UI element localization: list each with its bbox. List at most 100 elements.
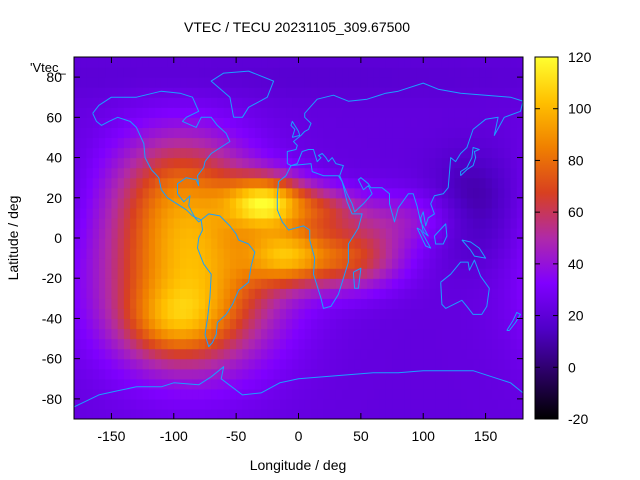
- heatmap-cell: [279, 398, 287, 410]
- heatmap-cell: [441, 308, 449, 320]
- heatmap-cell: [485, 238, 493, 249]
- heatmap-cell: [105, 147, 113, 159]
- heatmap-cell: [254, 217, 262, 229]
- heatmap-cell: [304, 127, 312, 139]
- heatmap-cell: [435, 318, 443, 330]
- heatmap-cell: [105, 278, 113, 289]
- heatmap-cell: [74, 258, 81, 269]
- heatmap-cell: [373, 278, 381, 289]
- heatmap-cell: [167, 107, 175, 118]
- heatmap-cell: [105, 348, 113, 360]
- heatmap-cell: [448, 147, 456, 159]
- heatmap-cell: [204, 67, 212, 78]
- heatmap-cell: [516, 177, 523, 189]
- heatmap-cell: [180, 388, 187, 400]
- heatmap-cell: [317, 117, 325, 128]
- heatmap-cell: [348, 187, 356, 199]
- heatmap-cell: [510, 298, 518, 309]
- heatmap-cell: [348, 268, 356, 279]
- heatmap-cell: [454, 117, 462, 128]
- heatmap-cell: [236, 147, 243, 159]
- heatmap-cell: [204, 117, 212, 128]
- heatmap-cell: [279, 288, 287, 299]
- heatmap-cell: [236, 328, 243, 340]
- heatmap-cell: [310, 77, 318, 88]
- heatmap-cell: [354, 177, 362, 189]
- heatmap-cell: [148, 217, 156, 229]
- heatmap-cell: [485, 368, 493, 380]
- heatmap-cell: [80, 147, 88, 159]
- heatmap-cell: [148, 238, 156, 249]
- heatmap-cell: [323, 127, 331, 139]
- heatmap-cell: [373, 388, 381, 400]
- heatmap-cell: [460, 77, 468, 88]
- heatmap-cell: [304, 318, 312, 330]
- heatmap-cell: [435, 388, 443, 400]
- x-tick-label: 50: [353, 428, 369, 444]
- heatmap-cell: [273, 308, 281, 320]
- heatmap-cell: [323, 398, 331, 410]
- heatmap-cell: [373, 378, 381, 390]
- heatmap-cell: [180, 298, 187, 309]
- heatmap-cell: [491, 308, 499, 320]
- heatmap-cell: [385, 368, 393, 380]
- heatmap-cell: [379, 358, 387, 370]
- heatmap-cell: [80, 227, 88, 239]
- heatmap-cell: [473, 398, 480, 410]
- heatmap-cell: [148, 127, 156, 139]
- heatmap-cell: [473, 358, 480, 370]
- heatmap-cell: [248, 117, 256, 128]
- heatmap-cell: [236, 97, 243, 108]
- heatmap-cell: [105, 268, 113, 279]
- heatmap-cell: [279, 378, 287, 390]
- heatmap-cell: [516, 167, 523, 179]
- heatmap-cell: [385, 258, 393, 269]
- heatmap-cell: [329, 238, 337, 249]
- heatmap-cell: [229, 308, 237, 320]
- heatmap-cell: [211, 338, 219, 350]
- heatmap-cell: [254, 278, 262, 289]
- heatmap-cell: [254, 408, 262, 419]
- heatmap-cell: [279, 187, 287, 199]
- heatmap-cell: [385, 227, 393, 239]
- heatmap-cell: [173, 378, 181, 390]
- coastline-madagascar: [352, 267, 362, 289]
- heatmap-cell: [117, 358, 125, 370]
- heatmap-cell: [167, 248, 175, 259]
- heatmap-cell: [242, 348, 250, 360]
- heatmap-cell: [142, 67, 150, 78]
- heatmap-cell: [292, 177, 300, 189]
- heatmap-cell: [329, 348, 337, 360]
- heatmap-cell: [348, 358, 356, 370]
- heatmap-cell: [142, 348, 150, 360]
- heatmap-cell: [435, 117, 443, 128]
- heatmap-cell: [342, 77, 349, 88]
- heatmap-cell: [360, 408, 368, 419]
- heatmap-cell: [317, 248, 325, 259]
- heatmap-cell: [236, 87, 243, 98]
- heatmap-cell: [354, 348, 362, 360]
- heatmap-cell: [392, 77, 399, 88]
- heatmap-cell: [242, 147, 250, 159]
- y-tick-label: 60: [46, 109, 62, 125]
- heatmap-cell: [111, 227, 119, 239]
- heatmap-cell: [211, 388, 219, 400]
- heatmap-cell: [198, 77, 206, 88]
- heatmap-cell: [217, 238, 225, 249]
- heatmap-cell: [335, 137, 343, 149]
- heatmap-cell: [86, 238, 94, 249]
- heatmap-cell: [435, 127, 443, 139]
- heatmap-cell: [180, 318, 187, 330]
- heatmap-cell: [74, 318, 81, 330]
- heatmap-cell: [229, 127, 237, 139]
- heatmap-cell: [248, 398, 256, 410]
- heatmap-cell: [192, 67, 200, 78]
- heatmap-cell: [248, 137, 256, 149]
- heatmap-cell: [286, 207, 293, 219]
- heatmap-cell: [441, 288, 449, 299]
- heatmap-cell: [92, 368, 100, 380]
- heatmap-cell: [242, 127, 250, 139]
- heatmap-cell: [510, 278, 518, 289]
- heatmap-cell: [111, 268, 119, 279]
- heatmap-cell: [441, 127, 449, 139]
